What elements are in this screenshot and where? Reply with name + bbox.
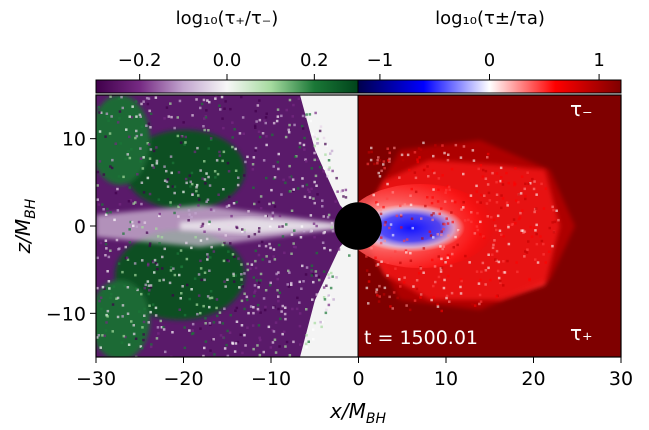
right-colorbar xyxy=(357,79,622,94)
left-colorbar xyxy=(95,79,359,94)
y-axis-label-main: z/M xyxy=(11,219,35,255)
right-panel: τ₋ τ₊ t = 1500.01 xyxy=(358,95,621,357)
left-colorbar-label: log₁₀(τ₊/τ₋) xyxy=(176,8,279,29)
right-speckle-layer xyxy=(365,141,560,313)
tau-minus-label: τ₋ xyxy=(570,97,593,121)
x-tick-label: 10 xyxy=(434,368,458,390)
x-tick-label: 20 xyxy=(521,368,545,390)
y-tick-label: 10 xyxy=(62,129,86,151)
x-axis-label-sub: BH xyxy=(366,411,387,427)
x-tick-label: −20 xyxy=(163,368,203,390)
x-tick-label: −30 xyxy=(76,368,116,390)
right-colorbar-tick-label: 1 xyxy=(593,50,604,71)
x-tick-label: 0 xyxy=(352,368,364,390)
x-tick-label: 30 xyxy=(609,368,633,390)
time-label: t = 1500.01 xyxy=(364,327,478,349)
x-axis-label: x/MBH xyxy=(329,399,386,427)
x-axis-ticks: −30 −20 −10 0 10 20 30 xyxy=(76,357,633,390)
right-colorbar-ticks: −1 0 1 xyxy=(367,50,605,80)
y-tick-label: −10 xyxy=(46,303,86,325)
y-axis-ticks: 10 0 −10 xyxy=(46,129,96,325)
y-axis-label-sub: BH xyxy=(23,198,39,219)
left-colorbar-tick-label: 0.0 xyxy=(213,50,242,71)
left-panel xyxy=(96,95,358,357)
left-colorbar-tick-label: 0.2 xyxy=(300,50,329,71)
left-colorbar-tick-label: −0.2 xyxy=(118,50,162,71)
left-colorbar-ticks: −0.2 0.0 0.2 xyxy=(118,50,329,80)
x-tick-label: −10 xyxy=(251,368,291,390)
right-colorbar-label: log₁₀(τ±/τa) xyxy=(435,8,545,29)
tau-plus-label: τ₊ xyxy=(570,321,593,345)
right-colorbar-tick-label: 0 xyxy=(484,50,495,71)
y-tick-label: 0 xyxy=(74,216,86,238)
left-speckle-layer xyxy=(96,95,353,357)
right-colorbar-tick-label: −1 xyxy=(367,50,394,71)
y-axis-label: z/MBH xyxy=(11,198,39,254)
x-axis-label-main: x/M xyxy=(329,399,366,423)
black-hole-marker xyxy=(334,202,382,250)
